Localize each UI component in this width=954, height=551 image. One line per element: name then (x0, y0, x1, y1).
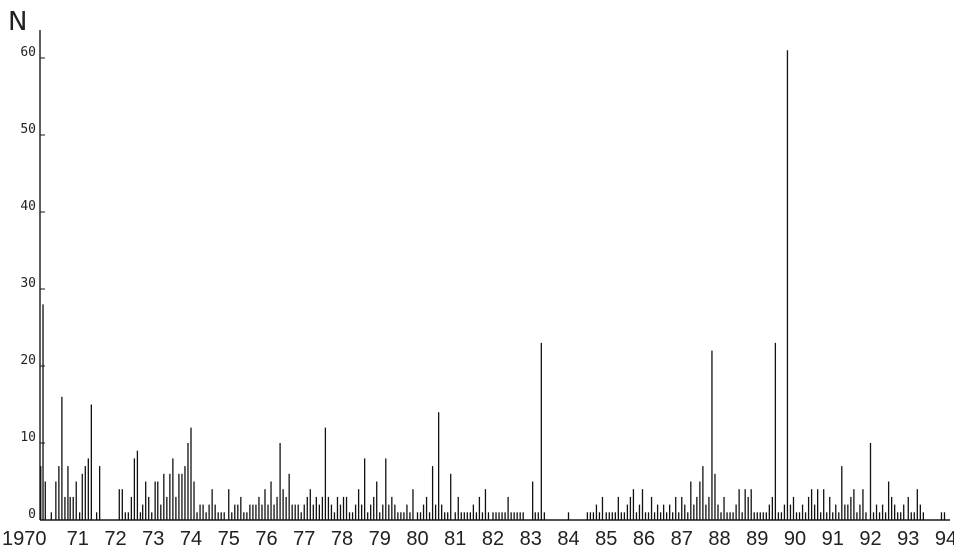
y-tick-label: 20 (20, 353, 36, 368)
x-tick-label: 83 (520, 528, 542, 550)
x-tick-label: 73 (142, 528, 164, 550)
y-tick-label: 40 (20, 199, 36, 214)
x-tick-label: 77 (293, 528, 315, 550)
x-tick-label: 78 (331, 528, 353, 550)
x-tick-label: 88 (708, 528, 730, 550)
x-tick-label: 91 (822, 528, 844, 550)
x-tick-label: 81 (444, 528, 466, 550)
x-tick-label: 89 (746, 528, 768, 550)
x-tick-label: 82 (482, 528, 504, 550)
x-tick-label: 85 (595, 528, 617, 550)
x-tick-label: 72 (104, 528, 126, 550)
y-axis-label: N (8, 7, 27, 37)
x-tick-label: 86 (633, 528, 655, 550)
y-ticks: 0 10 20 30 40 50 60 (20, 45, 45, 522)
x-tick-label: 92 (859, 528, 881, 550)
x-tick-label: 1970 (2, 528, 47, 550)
y-tick-label: 0 (28, 507, 36, 522)
x-tick-label: 80 (406, 528, 428, 550)
y-tick-label: 60 (20, 45, 36, 60)
y-tick-label: 10 (20, 430, 36, 445)
x-tick-label: 71 (67, 528, 89, 550)
y-tick-label: 30 (20, 276, 36, 291)
bars (40, 50, 946, 520)
y-tick-label: 50 (20, 122, 36, 137)
x-tick-label: 84 (557, 528, 579, 550)
x-tick-label: 93 (897, 528, 919, 550)
x-tick-label: 74 (180, 528, 202, 550)
x-tick-label: 90 (784, 528, 806, 550)
x-tick-label: 87 (671, 528, 693, 550)
x-tick-label: 94 (935, 528, 954, 550)
x-tick-label: 75 (218, 528, 240, 550)
x-ticks: 1970 71 72 73 74 75 76 77 78 79 80 81 82 83 84 85 86 87 88… (2, 528, 954, 550)
x-tick-label: 79 (369, 528, 391, 550)
x-tick-label: 76 (255, 528, 277, 550)
